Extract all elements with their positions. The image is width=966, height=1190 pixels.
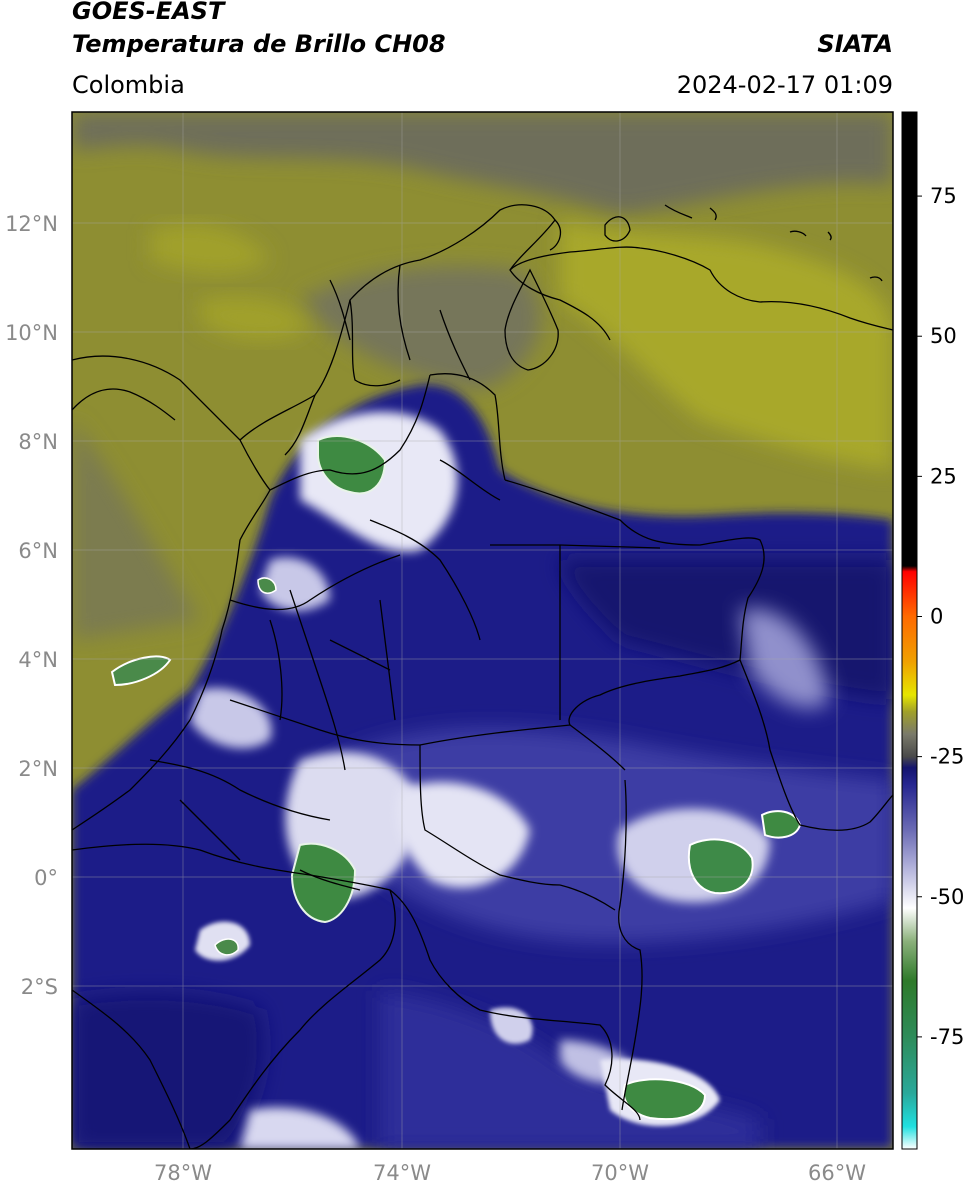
lat-tick-label: 10°N <box>5 321 58 345</box>
lat-tick-label: 4°N <box>18 648 58 672</box>
colorbar-tick-label: 50 <box>930 324 957 348</box>
lat-tick-label: 12°N <box>5 212 58 236</box>
lat-tick-label: 6°N <box>18 539 58 563</box>
lat-axis-labels: 12°N 10°N 8°N 6°N 4°N 2°N 0° 2°S <box>5 212 58 999</box>
datetime-label: 2024-02-17 01:09 <box>676 71 893 99</box>
colorbar-gradient <box>902 112 917 1149</box>
lat-tick-label: 8°N <box>18 430 58 454</box>
lon-tick-label: 74°W <box>373 1161 431 1185</box>
lon-axis-labels: 78°W 74°W 70°W 66°W <box>154 1161 866 1185</box>
lon-tick-label: 70°W <box>591 1161 649 1185</box>
coastlines-and-borders <box>72 204 893 1149</box>
product-title: Temperatura de Brillo CH08 <box>72 30 446 58</box>
lat-tick-label: 0° <box>34 866 58 890</box>
colorbar-tick-label: -25 <box>930 745 964 769</box>
satellite-title: GOES-EAST <box>72 0 225 25</box>
region-label: Colombia <box>72 71 185 99</box>
dry-air-band <box>72 112 893 215</box>
coldest-cloud-tops <box>317 435 387 495</box>
lon-tick-label: 66°W <box>808 1161 866 1185</box>
colorbar-tick-label: 75 <box>930 184 957 208</box>
colorbar-tick-label: 25 <box>930 464 957 488</box>
lat-tick-label: 2°S <box>21 975 58 999</box>
lon-tick-label: 78°W <box>154 1161 212 1185</box>
colorbar-tick-label: -75 <box>930 1025 964 1049</box>
colorbar-tick-label: 0 <box>930 604 943 628</box>
lat-tick-label: 2°N <box>18 757 58 781</box>
colorbar: 75 50 25 0 -25 -50 -75 <box>901 111 964 1150</box>
satellite-image <box>72 112 893 1149</box>
colorbar-frame <box>901 111 918 1150</box>
graticule <box>72 112 893 1149</box>
map-frame <box>71 111 894 1150</box>
colorbar-tick-label: -50 <box>930 885 964 909</box>
source-label: SIATA <box>817 30 893 58</box>
